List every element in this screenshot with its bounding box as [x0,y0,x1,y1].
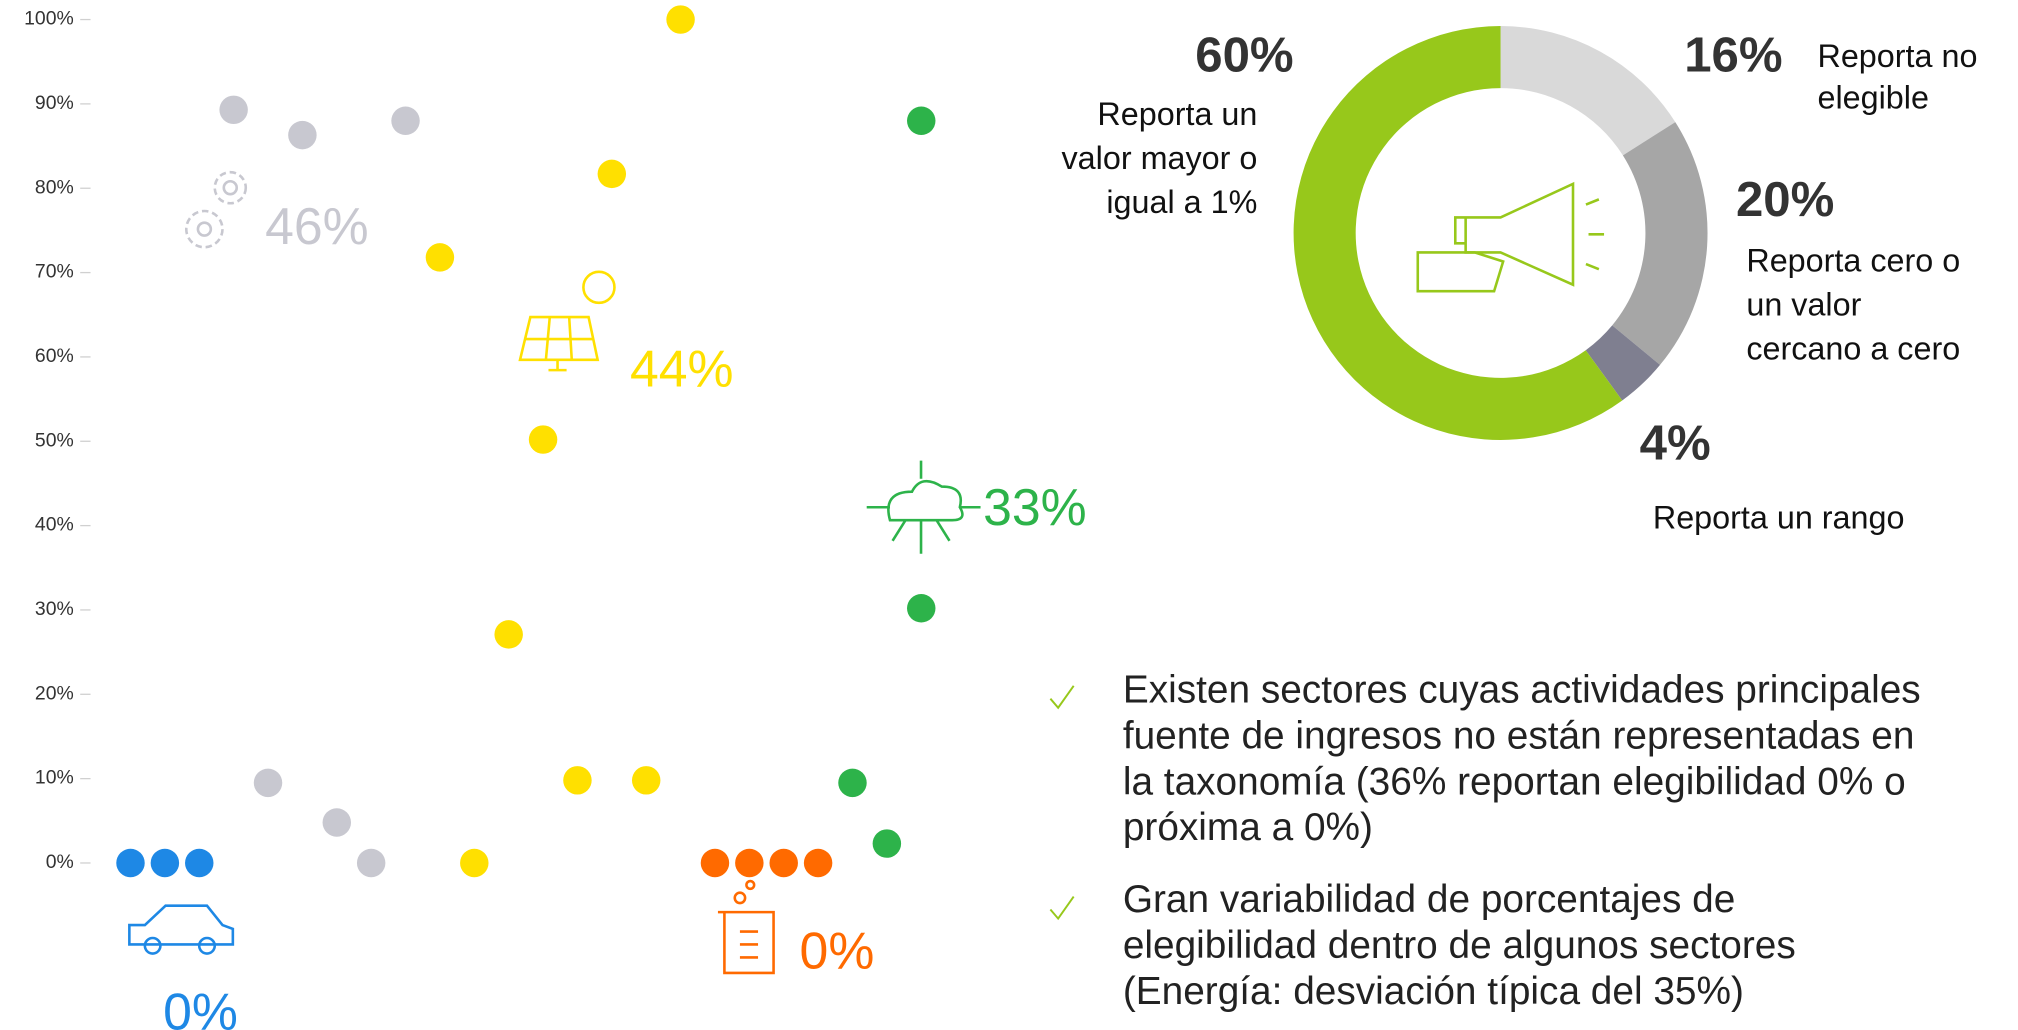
bullet-text: Existen sectores cuyas actividades princ… [1123,668,1921,711]
y-tick-label: 80% [35,176,74,198]
donut-segment [1585,325,1661,401]
donut-segment [1500,26,1676,156]
y-tick-label: 40% [35,514,74,536]
point [460,848,489,878]
check-icon [1049,685,1075,710]
y-tick-label: 100% [24,8,74,30]
y-tick-label: 20% [35,682,74,704]
solar-icon [518,270,616,372]
bullet-text: fuente de ingresos no están representada… [1123,714,1915,757]
point [253,768,283,798]
megaphone-icon [1416,181,1605,293]
y-tick-label: 10% [35,767,74,789]
donut-category-label: cercano a cero [1746,330,1960,366]
point [666,5,695,34]
bullet-text: (Energía: desviación típica del 35%) [1123,970,1744,1013]
point [185,848,214,878]
series-label: 46% [265,197,369,255]
donut-category-label: un valor [1746,286,1861,322]
donut-category-label: valor mayor o [1062,140,1258,176]
donut-category-label: Reporta no [1817,38,1977,74]
donut-category-label: elegible [1817,79,1928,115]
series-label: 44% [630,339,734,397]
donut-segment [1293,26,1623,440]
point [803,848,833,878]
y-tick-label: 50% [35,429,74,451]
point [700,848,730,878]
y-tick-label: 70% [35,261,74,283]
point [356,848,386,878]
donut-category-label: Reporta un rango [1653,500,1905,536]
bullet-text: próxima a 0%) [1123,806,1373,849]
donut-category-label: igual a 1% [1106,184,1257,220]
car-icon [128,904,235,955]
point [907,106,936,135]
series-label: 0% [800,921,875,979]
point [872,829,902,858]
donut-category-label: Reporta un [1097,96,1257,132]
point [563,766,592,795]
point [769,848,798,878]
point [838,768,867,798]
point [494,620,523,649]
beaker-icon [717,879,775,975]
bullet-text: Gran variabilidad de porcentajes de [1123,878,1736,921]
point [288,120,317,150]
y-tick-label: 0% [46,851,74,873]
y-tick-label: 90% [35,92,74,114]
point [425,243,455,272]
y-tick-label: 60% [35,345,74,367]
point [322,808,352,837]
point [391,106,420,135]
series-label: 33% [983,478,1087,536]
check-icon [1049,896,1075,921]
donut-category-label: Reporta cero o [1746,242,1960,278]
bullet-text: la taxonomía (36% reportan elegibilidad … [1123,760,1906,803]
bullet-text: elegibilidad dentro de algunos sectores [1123,924,1796,967]
cloud-icon [866,460,981,554]
point [219,95,248,125]
point [631,766,661,795]
donut-segment [1612,122,1708,365]
gears-icon [184,170,248,249]
series-label: 0% [163,982,238,1030]
point [735,848,764,878]
donut-value-label: 16% [1684,28,1782,82]
y-tick-label: 30% [35,598,74,620]
point [150,848,180,878]
point [597,159,627,189]
point [907,594,936,623]
donut-value-label: 20% [1736,173,1834,227]
point [116,848,145,878]
donut-value-label: 60% [1195,28,1293,82]
donut-value-label: 4% [1640,416,1711,470]
point [528,425,558,454]
